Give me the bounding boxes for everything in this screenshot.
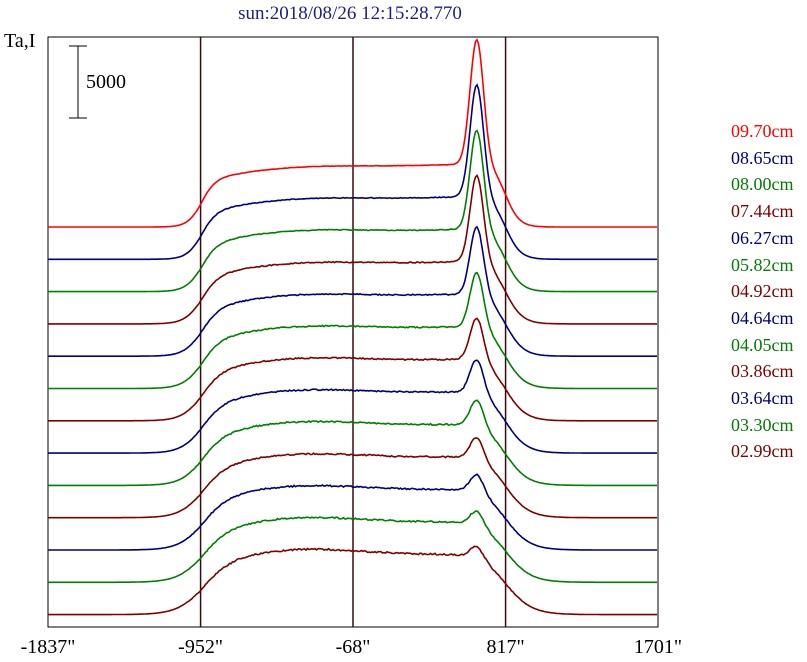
legend-entry: 06.27cm	[731, 227, 794, 248]
scale-bar	[69, 45, 87, 119]
trace-03.86cm	[48, 437, 657, 519]
trace-04.92cm	[48, 317, 657, 422]
legend-entry: 04.64cm	[731, 307, 794, 328]
scale-bar-label: 5000	[86, 71, 126, 93]
legend-entry: 08.65cm	[731, 147, 794, 168]
x-tick-label: 817"	[486, 636, 525, 658]
trace-08.65cm	[48, 83, 657, 261]
trace-03.64cm	[48, 473, 657, 551]
trace-09.70cm	[48, 38, 657, 228]
legend-entry: 08.00cm	[731, 174, 794, 195]
x-tick-label: -68"	[335, 636, 371, 658]
trace-07.44cm	[48, 173, 657, 325]
x-tick-label: -1837"	[20, 636, 76, 658]
legend-entry: 03.64cm	[731, 388, 794, 409]
legend-entry: 03.30cm	[731, 414, 794, 435]
trace-05.82cm	[48, 271, 657, 390]
x-tick-label: -952"	[178, 636, 223, 658]
x-tick-label: 1701"	[633, 636, 683, 658]
trace-02.99cm	[48, 545, 657, 616]
trace-06.27cm	[48, 225, 657, 357]
legend-entry: 07.44cm	[731, 201, 794, 222]
legend: 09.70cm 08.65cm 08.00cm 07.44cm 06.27cm 05.82…	[731, 118, 794, 465]
trace-03.30cm	[48, 510, 657, 584]
legend-entry: 09.70cm	[731, 121, 794, 141]
legend-entry: 03.86cm	[731, 361, 794, 382]
legend-entry: 04.05cm	[731, 334, 794, 355]
legend-entry: 05.82cm	[731, 254, 794, 275]
trace-04.64cm	[48, 359, 657, 454]
legend-entry: 04.92cm	[731, 281, 794, 302]
trace-08.00cm	[48, 129, 657, 293]
legend-entry: 02.99cm	[731, 441, 794, 462]
y-axis-label: Ta,I	[4, 30, 36, 52]
chart-title: sun:2018/08/26 12:15:28.770	[238, 3, 462, 24]
trace-04.05cm	[48, 399, 657, 487]
trace-group	[48, 38, 657, 616]
